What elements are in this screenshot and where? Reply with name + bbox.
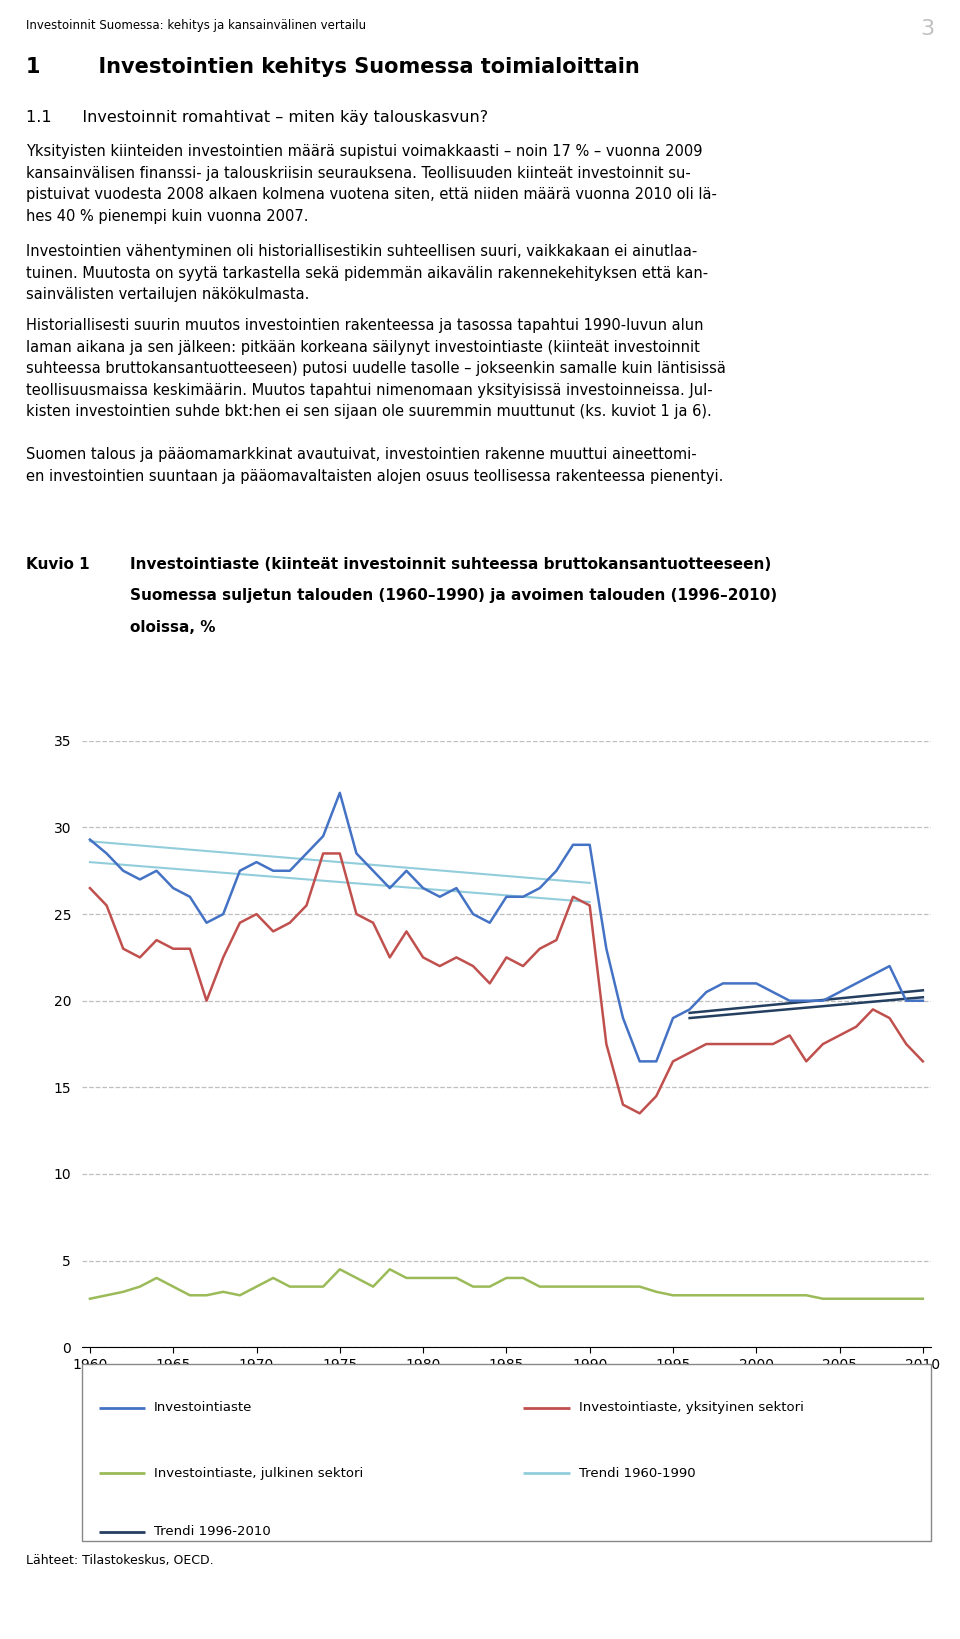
- Text: 3: 3: [920, 18, 934, 39]
- Text: Lähteet: Tilastokeskus, OECD.: Lähteet: Tilastokeskus, OECD.: [26, 1554, 213, 1567]
- Text: Investoinnit Suomessa: kehitys ja kansainvälinen vertailu: Investoinnit Suomessa: kehitys ja kansai…: [26, 18, 366, 31]
- Text: Investointiaste: Investointiaste: [154, 1401, 252, 1414]
- Text: 1        Investointien kehitys Suomessa toimialoittain: 1 Investointien kehitys Suomessa toimial…: [26, 57, 639, 77]
- Text: Investointien vähentyminen oli historiallisestikin suhteellisen suuri, vaikkakaa: Investointien vähentyminen oli historial…: [26, 244, 708, 303]
- Text: Investointiaste, yksityinen sektori: Investointiaste, yksityinen sektori: [579, 1401, 804, 1414]
- Text: Investointiaste, julkinen sektori: Investointiaste, julkinen sektori: [154, 1467, 363, 1480]
- FancyBboxPatch shape: [82, 1364, 931, 1541]
- Text: Historiallisesti suurin muutos investointien rakenteessa ja tasossa tapahtui 199: Historiallisesti suurin muutos investoin…: [26, 318, 726, 420]
- Text: Kuvio 1: Kuvio 1: [26, 557, 89, 572]
- Text: Trendi 1996-2010: Trendi 1996-2010: [154, 1526, 271, 1539]
- Text: oloissa, %: oloissa, %: [130, 620, 215, 634]
- Text: Suomen talous ja pääomamarkkinat avautuivat, investointien rakenne muuttui ainee: Suomen talous ja pääomamarkkinat avautui…: [26, 447, 723, 484]
- Text: Trendi 1960-1990: Trendi 1960-1990: [579, 1467, 695, 1480]
- Text: 1.1      Investoinnit romahtivat – miten käy talouskasvun?: 1.1 Investoinnit romahtivat – miten käy …: [26, 110, 488, 125]
- Text: Suomessa suljetun talouden (1960–1990) ja avoimen talouden (1996–2010): Suomessa suljetun talouden (1960–1990) j…: [130, 588, 777, 603]
- Text: Yksityisten kiinteiden investointien määrä supistui voimakkaasti – noin 17 % – v: Yksityisten kiinteiden investointien mää…: [26, 144, 717, 225]
- Text: Investointiaste (kiinteät investoinnit suhteessa bruttokansantuotteeseen): Investointiaste (kiinteät investoinnit s…: [130, 557, 771, 572]
